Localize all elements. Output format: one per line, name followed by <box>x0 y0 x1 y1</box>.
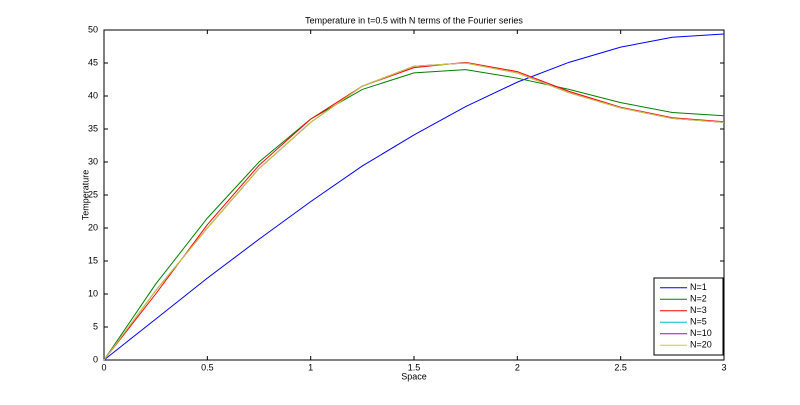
y-axis-label: Temperature <box>80 170 90 221</box>
legend-box <box>653 277 724 356</box>
y-tick-label: 25 <box>88 189 98 199</box>
series-line <box>103 62 725 361</box>
x-axis-label: Space <box>401 371 427 381</box>
chart-title: Temperature in t=0.5 with N terms of the… <box>305 15 523 25</box>
series-line <box>103 33 725 361</box>
legend-label: N=3 <box>690 305 707 315</box>
legend-label: N=2 <box>690 294 707 304</box>
x-tick-label: 1.5 <box>408 362 421 372</box>
y-tick-label: 5 <box>93 321 98 331</box>
plot-frame <box>103 29 725 361</box>
series-line <box>103 62 725 361</box>
series-line <box>103 69 725 361</box>
y-tick-label: 50 <box>88 24 98 34</box>
y-tick-label: 15 <box>88 255 98 265</box>
legend-label: N=10 <box>690 328 712 338</box>
y-tick-label: 0 <box>93 354 98 364</box>
x-tick-label: 0.5 <box>201 362 214 372</box>
y-tick-label: 40 <box>88 90 98 100</box>
x-tick-label: 2 <box>515 362 520 372</box>
y-tick-label: 30 <box>88 156 98 166</box>
y-tick-label: 35 <box>88 123 98 133</box>
legend-label: N=20 <box>690 340 712 350</box>
x-tick-label: 1 <box>308 362 313 372</box>
x-tick-label: 0 <box>101 362 106 372</box>
x-tick-label: 3 <box>721 362 726 372</box>
y-tick-label: 20 <box>88 222 98 232</box>
legend-label: N=1 <box>690 282 707 292</box>
legend-label: N=5 <box>690 317 707 327</box>
series-line <box>103 61 725 361</box>
y-tick-label: 45 <box>88 57 98 67</box>
y-tick-label: 10 <box>88 288 98 298</box>
x-tick-label: 2.5 <box>614 362 627 372</box>
series-line <box>103 62 725 361</box>
